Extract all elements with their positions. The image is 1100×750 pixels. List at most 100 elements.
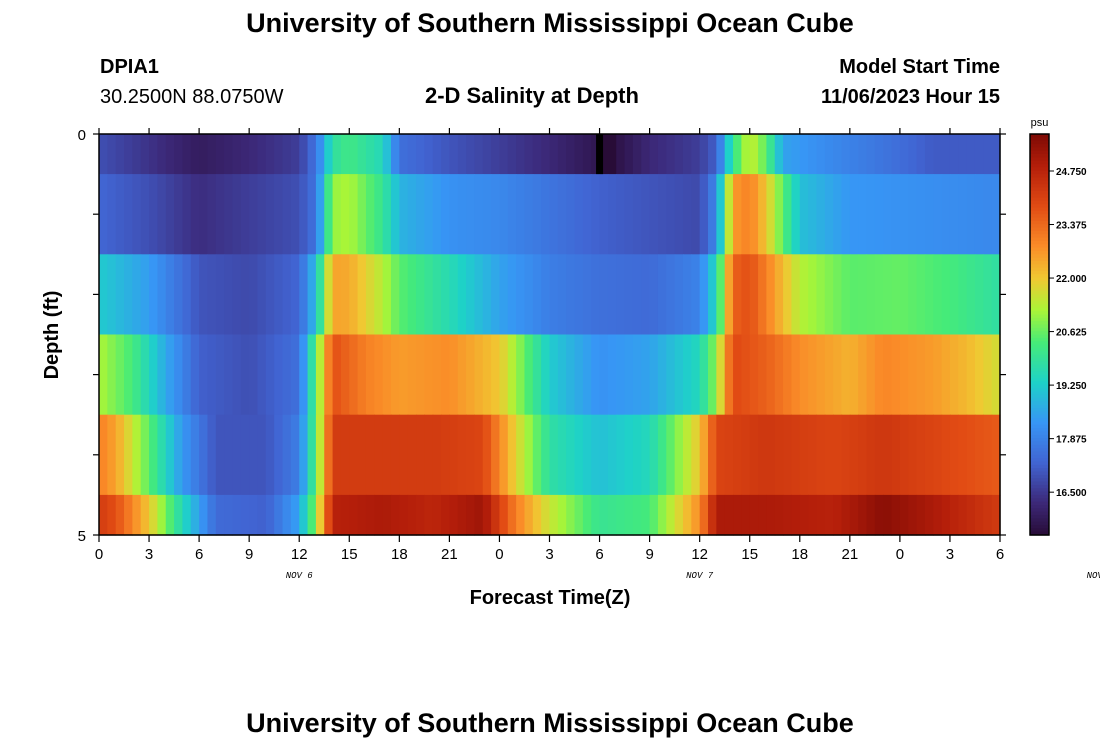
heatmap-cell — [466, 174, 476, 255]
heatmap-cell — [507, 414, 517, 496]
colorbar-swatch — [1030, 428, 1049, 433]
heatmap-cell — [557, 254, 567, 336]
heatmap-cell — [416, 254, 425, 336]
heatmap-cell — [182, 334, 192, 416]
heatmap-cell — [591, 494, 601, 536]
heatmap-cell — [599, 174, 609, 255]
heatmap-cell — [774, 174, 784, 255]
heatmap-cell — [466, 134, 476, 175]
heatmap-cell — [257, 494, 267, 536]
heatmap-cell — [282, 334, 292, 416]
heatmap-cell — [132, 414, 142, 496]
heatmap-cell — [574, 174, 584, 255]
heatmap-cell — [607, 334, 617, 416]
x-tick-label: 21 — [441, 546, 458, 563]
heatmap-cell — [616, 174, 626, 255]
heatmap-cell — [107, 254, 117, 336]
station-id: DPIA1 — [100, 56, 159, 78]
colorbar-swatch — [1030, 484, 1049, 489]
colorbar-swatch — [1030, 314, 1049, 319]
heatmap-cell — [290, 174, 300, 255]
heatmap-cell — [532, 174, 542, 255]
heatmap-cell — [774, 134, 784, 175]
heatmap-cell — [457, 174, 467, 255]
heatmap-cell — [833, 334, 843, 416]
heatmap-cell — [816, 254, 826, 336]
heatmap-cell — [491, 334, 501, 416]
heatmap-cell — [908, 254, 918, 336]
heatmap-cell — [232, 414, 242, 496]
heatmap-cell — [607, 254, 617, 336]
heatmap-cell — [482, 254, 492, 336]
colorbar-swatch — [1030, 244, 1049, 249]
heatmap-cell — [783, 414, 793, 496]
heatmap-cell — [307, 174, 317, 255]
heatmap-cell — [491, 414, 501, 496]
heatmap-cell — [808, 174, 818, 255]
heatmap-cell — [457, 494, 467, 536]
colorbar-swatch — [1030, 521, 1049, 526]
heatmap-cell — [758, 334, 767, 416]
heatmap-cell — [674, 134, 684, 175]
heatmap-cell — [708, 254, 717, 336]
x-tick-label: 0 — [95, 546, 103, 563]
heatmap-cell — [457, 254, 467, 336]
heatmap-cell — [199, 414, 209, 496]
x-tick-label: 6 — [195, 546, 203, 563]
heatmap-cell — [399, 414, 409, 496]
colorbar-swatch — [1030, 207, 1049, 212]
x-tick-label: 6 — [996, 546, 1004, 563]
heatmap-cell — [349, 414, 359, 496]
heatmap-cell — [949, 494, 959, 536]
heatmap-cell — [340, 494, 350, 536]
heatmap-cell — [532, 414, 542, 496]
colorbar-swatch — [1030, 511, 1049, 516]
heatmap-cell — [165, 254, 175, 336]
colorbar-swatch — [1030, 257, 1049, 262]
heatmap-cell — [165, 134, 175, 175]
heatmap-cell — [949, 334, 959, 416]
colorbar-swatch — [1030, 174, 1049, 179]
heatmap-cell — [624, 494, 634, 536]
heatmap-cell — [849, 174, 859, 255]
heatmap-cell — [716, 494, 726, 536]
heatmap-cell — [649, 494, 659, 536]
heatmap-cell — [691, 414, 701, 496]
heatmap-cell — [307, 414, 317, 496]
heatmap-cell — [307, 494, 317, 536]
heatmap-cell — [232, 334, 242, 416]
colorbar-swatch — [1030, 197, 1049, 202]
heatmap-cell — [958, 254, 968, 336]
heatmap-cell — [432, 174, 442, 255]
heatmap-cell — [833, 134, 843, 175]
heatmap-cell — [332, 494, 342, 536]
heatmap-cell — [399, 174, 409, 255]
colorbar-swatch — [1030, 214, 1049, 219]
heatmap-cell — [908, 494, 918, 536]
heatmap-cell — [207, 334, 217, 416]
colorbar-swatch — [1030, 271, 1049, 275]
colorbar-swatch — [1030, 498, 1049, 503]
heatmap-cell — [516, 134, 526, 175]
heatmap-cell — [974, 414, 984, 496]
heatmap-cell — [240, 134, 250, 175]
date-label: NOV 8 — [1087, 571, 1100, 581]
heatmap-cell — [766, 494, 776, 536]
heatmap-cell — [816, 134, 826, 175]
colorbar-tick-label: 24.750 — [1056, 167, 1087, 178]
heatmap-cell — [774, 414, 784, 496]
heatmap-cell — [924, 334, 934, 416]
colorbar-swatch — [1030, 194, 1049, 199]
heatmap-cell — [783, 174, 793, 255]
colorbar-swatch — [1030, 481, 1049, 486]
heatmap-cell — [474, 254, 484, 336]
heatmap-cell — [441, 334, 450, 416]
heatmap-cell — [382, 334, 392, 416]
heatmap-cell — [190, 334, 200, 416]
heatmap-cell — [482, 174, 492, 255]
heatmap-cell — [374, 494, 384, 536]
heatmap-cell — [407, 254, 417, 336]
heatmap-cell — [282, 254, 292, 336]
heatmap-cell — [132, 134, 142, 175]
heatmap-cell — [824, 174, 834, 255]
